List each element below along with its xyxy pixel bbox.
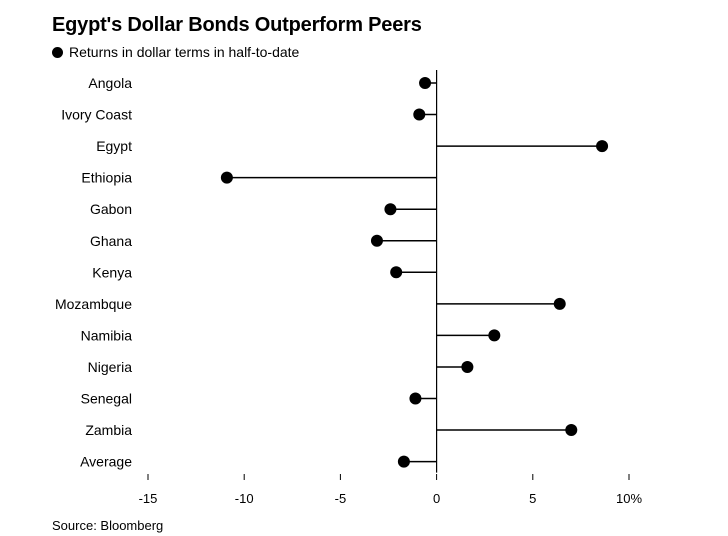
data-point: [596, 140, 609, 153]
legend: Returns in dollar terms in half-to-date: [52, 44, 299, 60]
data-point: [419, 77, 432, 89]
category-label: Angola: [88, 75, 132, 91]
category-label: Mozambque: [55, 296, 132, 312]
category-label: Ghana: [90, 233, 132, 249]
category-label: Senegal: [81, 391, 132, 407]
chart-title: Egypt's Dollar Bonds Outperform Peers: [52, 14, 422, 36]
category-label: Ivory Coast: [61, 107, 132, 123]
data-point: [384, 203, 397, 216]
category-labels: Angola Ivory Coast Egypt Ethiopia Gabon Ghana…: [55, 75, 132, 470]
data-point: [390, 266, 403, 279]
x-axis-ticks: -15 -10 -5 0 5 10%: [139, 474, 642, 506]
category-label: Nigeria: [88, 359, 133, 375]
category-label: Kenya: [92, 264, 132, 280]
dots-layer: [220, 77, 609, 468]
category-label: Gabon: [90, 201, 132, 217]
category-label: Zambia: [85, 422, 132, 438]
stems-layer: [226, 82, 603, 463]
data-point: [461, 360, 474, 373]
legend-label: Returns in dollar terms in half-to-date: [69, 44, 300, 60]
data-point: [413, 108, 426, 121]
source-note: Source: Bloomberg: [52, 518, 164, 533]
category-label: Ethiopia: [81, 170, 132, 186]
data-point: [409, 392, 422, 405]
x-tick-label: -10: [235, 491, 254, 506]
category-label: Namibia: [81, 327, 133, 343]
x-tick-label: 5: [529, 491, 536, 506]
data-point: [488, 329, 501, 342]
x-tick-label: 10%: [616, 491, 642, 506]
data-point: [220, 171, 233, 184]
data-point: [553, 297, 566, 310]
data-point: [397, 455, 410, 468]
category-label: Egypt: [96, 138, 132, 154]
x-tick-label: -15: [139, 491, 158, 506]
data-point: [565, 424, 578, 437]
x-tick-label: -5: [335, 491, 347, 506]
x-tick-label: 0: [433, 491, 440, 506]
category-label: Average: [80, 454, 132, 470]
legend-dot-icon: [52, 46, 63, 58]
data-point: [370, 234, 383, 247]
